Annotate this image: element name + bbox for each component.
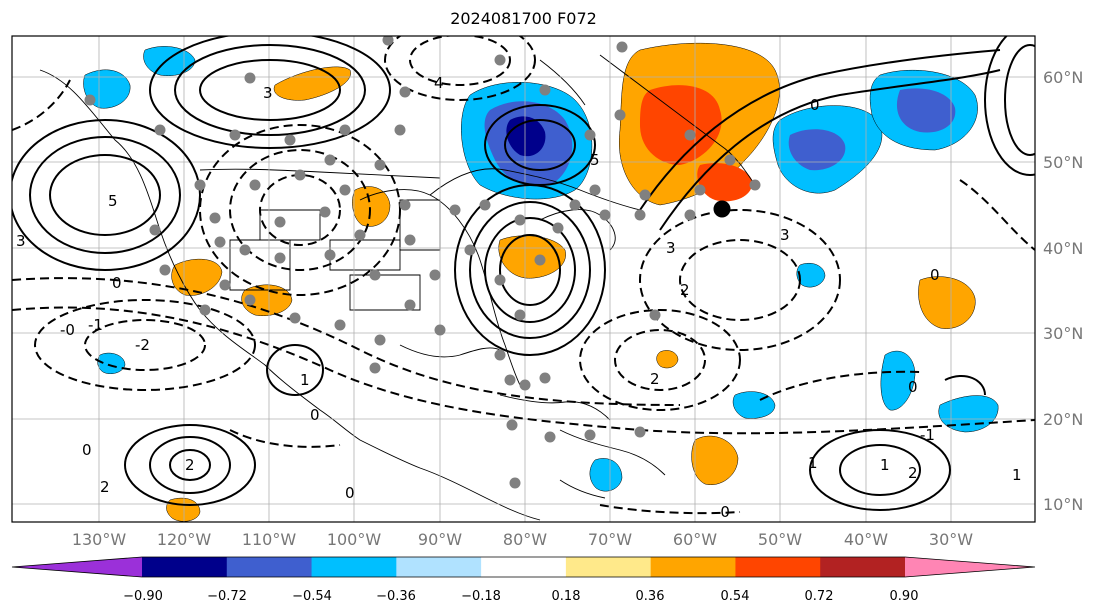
contour-label: -0 xyxy=(60,321,75,339)
contour-label: 1 xyxy=(808,454,818,472)
lon-label: 110°W xyxy=(242,530,297,549)
contour-label: 0 xyxy=(82,441,92,459)
contour-label: -1 xyxy=(88,316,103,334)
lon-label: 80°W xyxy=(503,530,547,549)
lon-label: 90°W xyxy=(418,530,462,549)
contour-label: 1 xyxy=(1012,466,1022,484)
colorbar-tick-label: −0.90 xyxy=(123,589,163,604)
colorbar-segment xyxy=(735,557,821,577)
colorbar-segment xyxy=(396,557,482,577)
lon-label: 130°W xyxy=(72,530,127,549)
colorbar-tick-label: 0.36 xyxy=(636,589,665,604)
colorbar-tick-label: −0.72 xyxy=(207,589,247,604)
contour-label: 5 xyxy=(590,151,600,169)
map-border xyxy=(11,35,1036,523)
lat-label: 60°N xyxy=(1043,68,1083,87)
lon-label: 30°W xyxy=(929,530,973,549)
contour-label: -0 xyxy=(715,503,730,521)
plot-title: 2024081700 F072 xyxy=(450,9,597,28)
contour-label: 3 xyxy=(666,239,676,257)
longitude-labels: 130°W 120°W 110°W 100°W 90°W 80°W 70°W 6… xyxy=(72,530,973,549)
contour-label: 2 xyxy=(185,456,195,474)
graticule-grid xyxy=(12,36,1035,522)
colorbar-extend-low xyxy=(12,557,142,577)
contour-label: 4 xyxy=(434,74,444,92)
lat-label: 20°N xyxy=(1043,410,1083,429)
contour-label: 3 xyxy=(263,84,273,102)
colorbar-segment xyxy=(650,557,736,577)
lon-label: 70°W xyxy=(588,530,632,549)
colorbar-tick-label: 0.18 xyxy=(552,589,581,604)
contour-label: 0 xyxy=(112,274,122,292)
contour-label: 2 xyxy=(908,464,918,482)
colorbar-segment xyxy=(142,557,228,577)
contour-label: 0 xyxy=(930,266,940,284)
positive-contours xyxy=(12,36,1035,511)
lat-label: 50°N xyxy=(1043,153,1083,172)
lon-label: 60°W xyxy=(673,530,717,549)
lon-label: 120°W xyxy=(157,530,212,549)
contour-label: 0 xyxy=(345,484,355,502)
colorbar-segment xyxy=(820,557,906,577)
contour-label: 0 xyxy=(310,406,320,424)
contour-label: -1 xyxy=(920,426,935,444)
contour-label: 2 xyxy=(680,281,690,299)
contour-label: 2 xyxy=(100,478,110,496)
highlight-station-dot xyxy=(713,200,731,218)
contour-label: -2 xyxy=(135,336,150,354)
colorbar-tick-label: −0.36 xyxy=(376,589,416,604)
colorbar-tick-labels: −0.90 −0.72 −0.54 −0.36 −0.18 0.18 0.36 … xyxy=(123,589,918,604)
colorbar-segment xyxy=(311,557,397,577)
contour-label: 0 xyxy=(908,378,918,396)
contour-labels: 5 3 3 4 5 3 2 2 0 3 0 0 -1 2 1 1 1 2 2 0… xyxy=(16,74,1022,521)
lon-label: 50°W xyxy=(758,530,802,549)
lat-label: 30°N xyxy=(1043,324,1083,343)
lon-label: 40°W xyxy=(844,530,888,549)
contour-label: 0 xyxy=(810,96,820,114)
colorbar-extend-high xyxy=(905,557,1035,577)
latitude-labels: 60°N 50°N 40°N 30°N 20°N 10°N xyxy=(1043,68,1083,514)
colorbar-tick-label: 0.90 xyxy=(890,589,919,604)
negative-contours xyxy=(12,36,1035,515)
colorbar xyxy=(11,556,1036,578)
colorbar-tick-label: 0.72 xyxy=(805,589,834,604)
lon-label: 100°W xyxy=(327,530,382,549)
contour-label: 2 xyxy=(650,370,660,388)
contour-label: 1 xyxy=(300,371,310,389)
colorbar-tick-label: −0.54 xyxy=(292,589,332,604)
contour-label: 3 xyxy=(16,232,26,250)
contour-label: 1 xyxy=(880,456,890,474)
contour-label: 5 xyxy=(108,192,118,210)
contour-label: 3 xyxy=(780,226,790,244)
colorbar-tick-label: −0.18 xyxy=(461,589,501,604)
lat-label: 40°N xyxy=(1043,239,1083,258)
colorbar-segment xyxy=(481,557,567,577)
colorbar-tick-label: 0.54 xyxy=(721,589,750,604)
colorbar-segment xyxy=(226,557,313,577)
station-dots xyxy=(84,36,761,489)
colorbar-outline xyxy=(11,556,1036,578)
colorbar-segment xyxy=(565,557,652,577)
lat-label: 10°N xyxy=(1043,495,1083,514)
